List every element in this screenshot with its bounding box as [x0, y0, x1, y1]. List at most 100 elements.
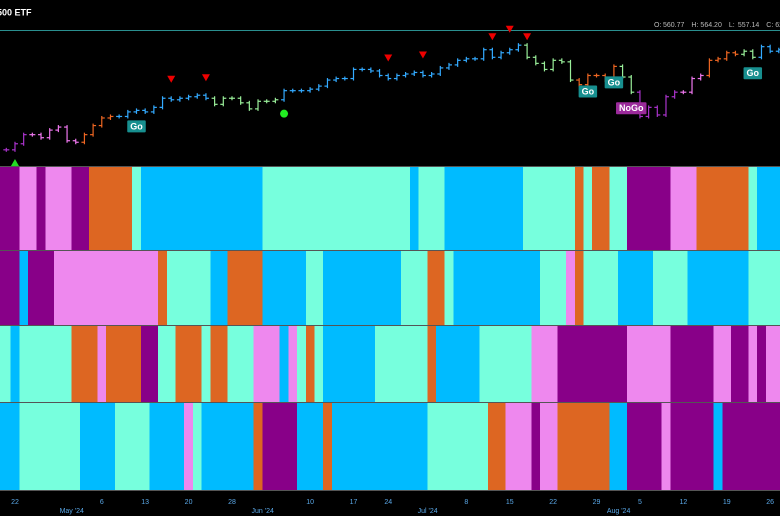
regime-stripe — [97, 167, 107, 250]
regime-stripe — [540, 167, 550, 250]
sell-marker — [201, 74, 210, 82]
signal-box — [616, 102, 647, 115]
regime-stripe — [227, 326, 237, 402]
price-bar — [29, 132, 36, 137]
price-bar — [767, 44, 774, 54]
regime-stripe — [28, 251, 38, 325]
regime-stripe — [679, 403, 689, 490]
price-bar — [350, 67, 357, 81]
x-month-label: May '24 — [60, 508, 84, 515]
regime-stripe — [670, 167, 680, 250]
signal-text: Go — [608, 77, 621, 87]
regime-stripe — [574, 251, 585, 325]
price-bar — [385, 73, 392, 81]
regime-stripe — [218, 403, 229, 490]
regime-stripe — [600, 403, 611, 490]
sell-marker — [418, 51, 427, 59]
x-tick-label: 12 — [679, 499, 687, 506]
regime-stripe — [106, 403, 116, 490]
price-bar — [367, 67, 374, 73]
price-bar — [749, 49, 756, 60]
price-bar — [532, 55, 539, 66]
regime-stripe — [288, 167, 298, 250]
regime-stripe — [661, 167, 671, 250]
regime-stripe — [349, 167, 359, 250]
sell-marker — [167, 75, 176, 83]
regime-stripe — [531, 167, 541, 250]
x-tick-label: 17 — [350, 499, 358, 506]
regime-stripe — [618, 251, 628, 325]
regime-stripe — [696, 167, 706, 250]
price-bar — [142, 108, 149, 114]
regime-stripe — [739, 403, 750, 490]
x-tick-label: 8 — [464, 499, 468, 506]
regime-stripe — [192, 326, 203, 402]
price-bar — [228, 96, 235, 101]
regime-stripe — [731, 326, 741, 402]
regime-stripe — [444, 167, 454, 250]
regime-stripe — [722, 251, 732, 325]
signal-label: Go — [604, 76, 624, 89]
regime-stripe — [166, 403, 177, 490]
regime-stripe — [470, 251, 480, 325]
price-bar — [550, 58, 557, 72]
regime-stripe — [540, 251, 550, 325]
regime-stripe — [366, 403, 376, 490]
x-tick-label: 29 — [593, 499, 601, 506]
price-bar — [689, 76, 696, 95]
regime-stripe — [618, 326, 628, 402]
regime-stripe — [123, 251, 133, 325]
x-tick-label: 6 — [100, 499, 104, 506]
regime-stripe — [19, 403, 29, 490]
regime-stripe — [288, 403, 298, 490]
x-tick-label: 26 — [766, 499, 774, 506]
regime-stripe — [331, 251, 342, 325]
price-bar — [775, 47, 780, 54]
x-tick-label: 13 — [141, 499, 149, 506]
regime-stripe — [375, 251, 385, 325]
regime-stripe — [262, 251, 272, 325]
x-tick-label: 19 — [723, 499, 731, 506]
regime-stripe — [184, 403, 194, 490]
regime-stripe — [158, 326, 168, 402]
x-tick-label: 20 — [185, 499, 193, 506]
regime-stripe — [54, 251, 64, 325]
regime-stripe — [574, 167, 585, 250]
regime-stripe — [279, 167, 289, 250]
regime-stripe — [71, 326, 81, 402]
regime-stripe — [175, 251, 185, 325]
sell-marker — [505, 25, 514, 33]
regime-stripe — [45, 326, 55, 402]
regime-stripe — [166, 167, 177, 250]
regime-stripe — [470, 403, 480, 490]
price-bar — [194, 93, 201, 99]
price-bar — [645, 105, 652, 119]
regime-stripe — [583, 326, 593, 402]
regime-stripe — [375, 326, 385, 402]
signal-label: Go — [743, 67, 763, 80]
regime-stripe — [305, 326, 316, 402]
regime-stripe — [661, 251, 671, 325]
regime-stripe — [340, 167, 350, 250]
regime-stripe — [297, 326, 307, 402]
regime-stripe — [184, 167, 194, 250]
regime-stripe — [739, 251, 750, 325]
regime-stripe — [661, 403, 671, 490]
regime-stripe — [609, 403, 619, 490]
regime-stripe — [635, 403, 645, 490]
price-bar — [64, 125, 71, 143]
regime-stripe — [705, 326, 715, 402]
price-bar — [445, 62, 452, 70]
regime-stripe — [774, 326, 780, 402]
price-bar — [272, 97, 279, 104]
regime-stripe — [201, 326, 211, 402]
regime-stripe — [626, 167, 637, 250]
regime-stripe — [505, 326, 515, 402]
regime-stripe — [140, 326, 151, 402]
regime-stripe — [626, 251, 637, 325]
regime-stripe — [357, 326, 368, 402]
x-tick-label: 22 — [549, 499, 557, 506]
regime-stripe — [566, 167, 576, 250]
regime-stripe — [114, 167, 125, 250]
buy-marker — [10, 159, 19, 166]
